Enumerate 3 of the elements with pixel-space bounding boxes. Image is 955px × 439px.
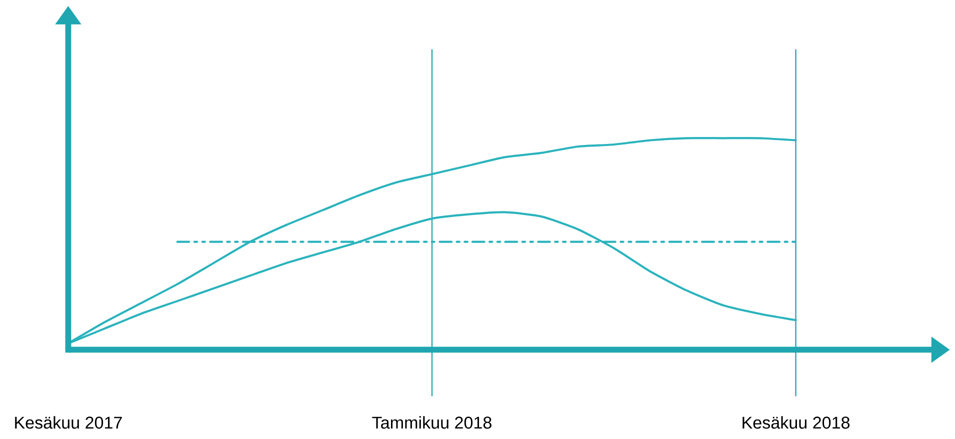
x-tick-label: Tammikuu 2018 <box>372 416 492 429</box>
x-tick-label: Kesäkuu 2018 <box>742 416 850 429</box>
x-tick-label: Kesäkuu 2017 <box>15 416 122 429</box>
